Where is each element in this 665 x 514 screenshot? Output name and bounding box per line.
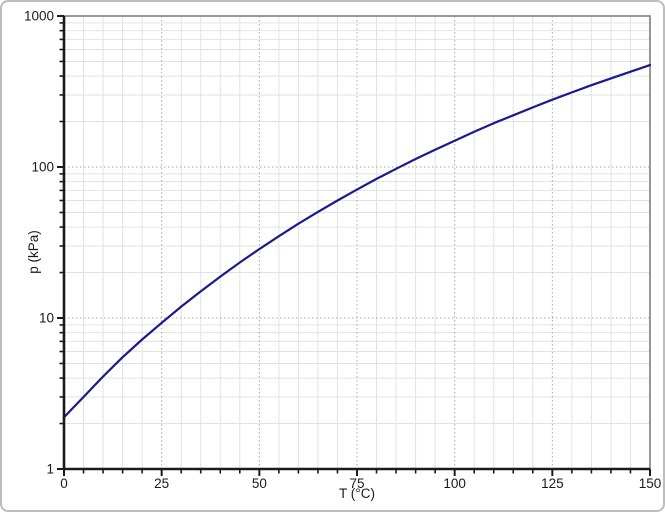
x-tick-label: 125 <box>541 476 564 491</box>
y-tick-label: 1000 <box>24 9 54 24</box>
y-tick-label: 100 <box>31 160 54 175</box>
x-tick-label: 75 <box>349 476 364 491</box>
x-tick-label: 0 <box>60 476 68 491</box>
x-axis-title: T (°C) <box>339 486 375 501</box>
x-tick-label: 25 <box>154 476 169 491</box>
x-tick-label: 50 <box>252 476 267 491</box>
x-tick-marks <box>63 469 651 476</box>
minor-grid <box>64 16 650 469</box>
frame-line <box>64 15 651 469</box>
x-tick-labels: 0 25 50 75 100 125 150 <box>60 476 661 491</box>
y-axis-title: p (kPa) <box>26 230 41 274</box>
x-tick-label: 100 <box>443 476 466 491</box>
y-tick-label: 10 <box>39 311 54 326</box>
major-grid <box>64 16 650 469</box>
plot-frame <box>64 15 651 469</box>
x-tick-label: 150 <box>639 476 662 491</box>
y-tick-label: 1 <box>46 462 54 477</box>
y-tick-labels: 1 10 100 1000 <box>24 9 54 477</box>
vapor-pressure-curve <box>62 63 652 419</box>
y-tick-marks <box>57 15 64 470</box>
